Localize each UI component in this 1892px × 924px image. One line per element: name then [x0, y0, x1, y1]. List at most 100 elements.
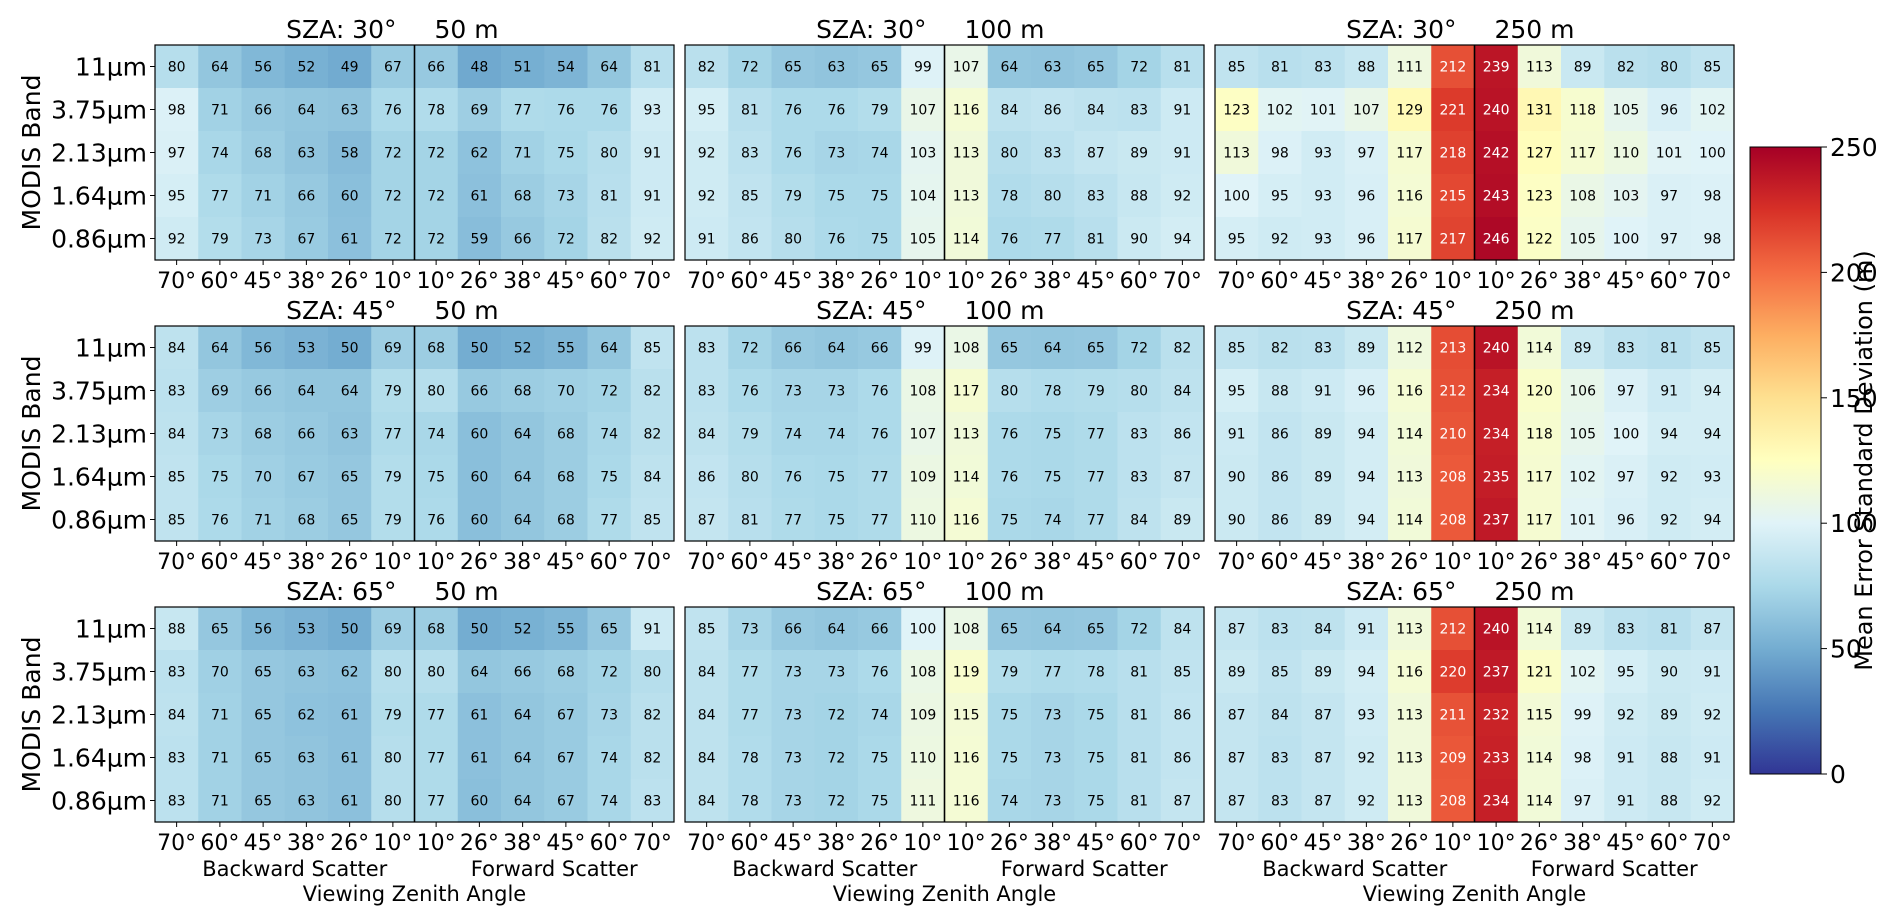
- x-tick-label: 70°: [157, 269, 196, 294]
- heatmap-cell: [1388, 736, 1432, 780]
- heatmap-cell: [1517, 174, 1562, 218]
- heatmap-cell: [987, 369, 1032, 413]
- heatmap-cell: [457, 779, 502, 823]
- cell-value-label: 208: [1440, 470, 1467, 486]
- cell-value-label: 92: [698, 189, 716, 205]
- heatmap-cell: [771, 131, 816, 175]
- heatmap-cell: [155, 498, 199, 542]
- cell-value-label: 84: [1000, 103, 1018, 119]
- heatmap-cell: [814, 88, 859, 132]
- panel-title-resolution: 250 m: [1495, 577, 1575, 606]
- cell-value-label: 114: [953, 470, 980, 486]
- heatmap-cell: [1561, 736, 1605, 780]
- cell-value-label: 73: [784, 384, 802, 400]
- cell-value-label: 65: [784, 60, 802, 76]
- heatmap-cell: [1301, 455, 1346, 499]
- cell-value-label: 91: [1660, 384, 1678, 400]
- heatmap-cell: [728, 45, 773, 89]
- cell-value-label: 87: [1228, 708, 1246, 724]
- cell-value-label: 89: [1357, 341, 1375, 357]
- cell-value-label: 87: [1228, 622, 1246, 638]
- heatmap-cell: [858, 217, 902, 261]
- heatmap-cell: [1388, 779, 1432, 823]
- heatmap-cell: [501, 650, 545, 694]
- heatmap-cell: [1344, 650, 1389, 694]
- heatmap-cell: [771, 88, 816, 132]
- forward-scatter-label: Forward Scatter: [1001, 857, 1168, 881]
- cell-value-label: 123: [1223, 103, 1250, 119]
- colorbar: 0 50 100 150 200 250 Mean Error Standard Devia…: [1749, 133, 1878, 789]
- x-tick-label: 38°: [817, 831, 856, 856]
- heatmap-cell: [858, 455, 902, 499]
- heatmap-cell: [630, 736, 675, 780]
- heatmap-cell: [371, 45, 416, 89]
- cell-value-label: 77: [514, 103, 532, 119]
- heatmap-cell: [1031, 693, 1075, 737]
- cell-value-label: 104: [910, 189, 937, 205]
- cell-value-label: 79: [741, 427, 759, 443]
- heatmap-cell: [1301, 369, 1346, 413]
- cell-value-label: 95: [698, 103, 716, 119]
- cell-value-label: 87: [1314, 751, 1332, 767]
- heatmap-cell: [414, 174, 459, 218]
- cell-value-label: 75: [1000, 751, 1018, 767]
- cell-value-label: 63: [1044, 60, 1062, 76]
- cell-value-label: 94: [1703, 427, 1721, 443]
- x-tick-label: 26°: [860, 269, 899, 294]
- heatmap-cell: [284, 412, 329, 456]
- y-tick-label: 2.13μm: [51, 420, 147, 449]
- cell-value-label: 71: [514, 146, 532, 162]
- cell-value-label: 73: [784, 794, 802, 810]
- x-tick-label: 10°: [903, 269, 942, 294]
- heatmap-cell: [1117, 369, 1162, 413]
- cell-value-label: 72: [1130, 341, 1148, 357]
- heatmap-cell: [544, 736, 589, 780]
- cell-value-label: 117: [953, 384, 980, 400]
- cell-value-label: 82: [643, 708, 661, 724]
- x-tick-label: 70°: [1163, 269, 1202, 294]
- heatmap-cell: [1117, 498, 1162, 542]
- heatmap-cell: [1431, 412, 1476, 456]
- cell-value-label: 86: [1044, 103, 1062, 119]
- panel-frame: [684, 606, 1205, 823]
- heatmap-cell: [328, 455, 372, 499]
- cell-value-label: 100: [1613, 232, 1640, 248]
- heatmap-cell: [1117, 607, 1162, 651]
- cell-value-label: 116: [1396, 189, 1423, 205]
- cell-value-label: 69: [211, 384, 229, 400]
- heatmap-cell: [1215, 736, 1259, 780]
- heatmap-cell: [1517, 369, 1562, 413]
- cell-value-label: 77: [384, 427, 402, 443]
- x-tick-label: 60°: [1650, 550, 1689, 575]
- colorbar-tick-label: 50: [1830, 635, 1862, 664]
- heatmap-cell: [728, 326, 773, 370]
- cell-value-label: 78: [1000, 189, 1018, 205]
- cell-value-label: 103: [1613, 189, 1640, 205]
- heatmap-cell: [1690, 369, 1735, 413]
- panel-title-resolution: 100 m: [965, 577, 1045, 606]
- heatmap-cell: [587, 779, 632, 823]
- cell-value-label: 61: [470, 708, 488, 724]
- heatmap-cell: [198, 455, 243, 499]
- heatmap-cell: [1431, 693, 1476, 737]
- heatmap-cell: [414, 498, 459, 542]
- heatmap-cell: [901, 326, 946, 370]
- x-tick-label: 26°: [330, 269, 369, 294]
- heatmap-cell: [1388, 455, 1432, 499]
- cell-value-label: 79: [211, 232, 229, 248]
- heatmap-cell: [1160, 455, 1205, 499]
- cell-value-label: 89: [1314, 513, 1332, 529]
- heatmap-cell: [901, 736, 946, 780]
- cell-value-label: 108: [1569, 189, 1596, 205]
- heatmap-cell: [414, 88, 459, 132]
- cell-value-label: 53: [297, 622, 315, 638]
- heatmap-cell: [814, 217, 859, 261]
- cell-value-label: 81: [600, 189, 618, 205]
- heatmap-cell: [501, 779, 545, 823]
- heatmap-cell: [1344, 369, 1389, 413]
- cell-value-label: 78: [1044, 384, 1062, 400]
- cell-value-label: 95: [1228, 232, 1246, 248]
- cell-value-label: 109: [910, 470, 937, 486]
- panel-title-sza: SZA: 30°: [816, 15, 926, 44]
- cell-value-label: 52: [297, 60, 315, 76]
